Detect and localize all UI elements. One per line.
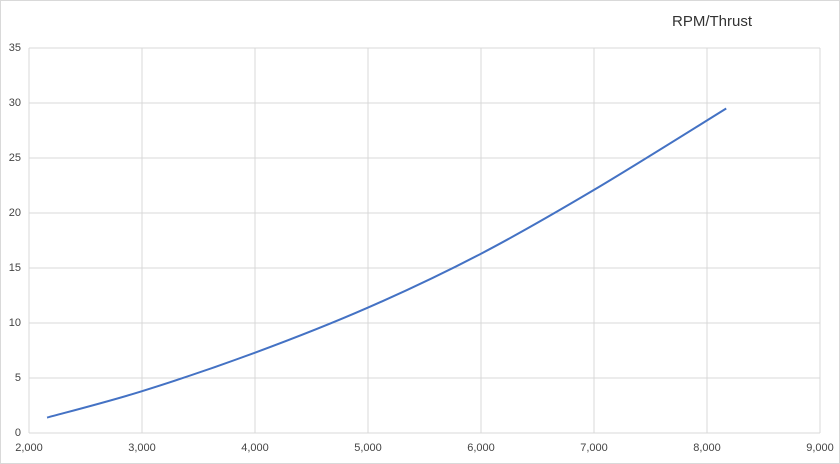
x-tick-label: 3,000 bbox=[128, 442, 156, 454]
y-tick-label: 0 bbox=[15, 427, 21, 439]
x-tick-label: 8,000 bbox=[693, 442, 721, 454]
data-line bbox=[46, 107, 727, 419]
x-tick-label: 5,000 bbox=[354, 442, 382, 454]
x-tick-label: 7,000 bbox=[580, 442, 608, 454]
x-tick-label: 4,000 bbox=[241, 442, 269, 454]
y-tick-label: 5 bbox=[15, 372, 21, 384]
y-tick-label: 20 bbox=[9, 207, 21, 219]
y-tick-label: 35 bbox=[9, 42, 21, 54]
y-tick-label: 10 bbox=[9, 317, 21, 329]
x-tick-label: 6,000 bbox=[467, 442, 495, 454]
y-tick-label: 15 bbox=[9, 262, 21, 274]
x-tick-label: 9,000 bbox=[806, 442, 834, 454]
y-tick-label: 25 bbox=[9, 152, 21, 164]
x-tick-label: 2,000 bbox=[15, 442, 43, 454]
chart-title: RPM/Thrust bbox=[672, 13, 753, 30]
y-tick-label: 30 bbox=[9, 97, 21, 109]
